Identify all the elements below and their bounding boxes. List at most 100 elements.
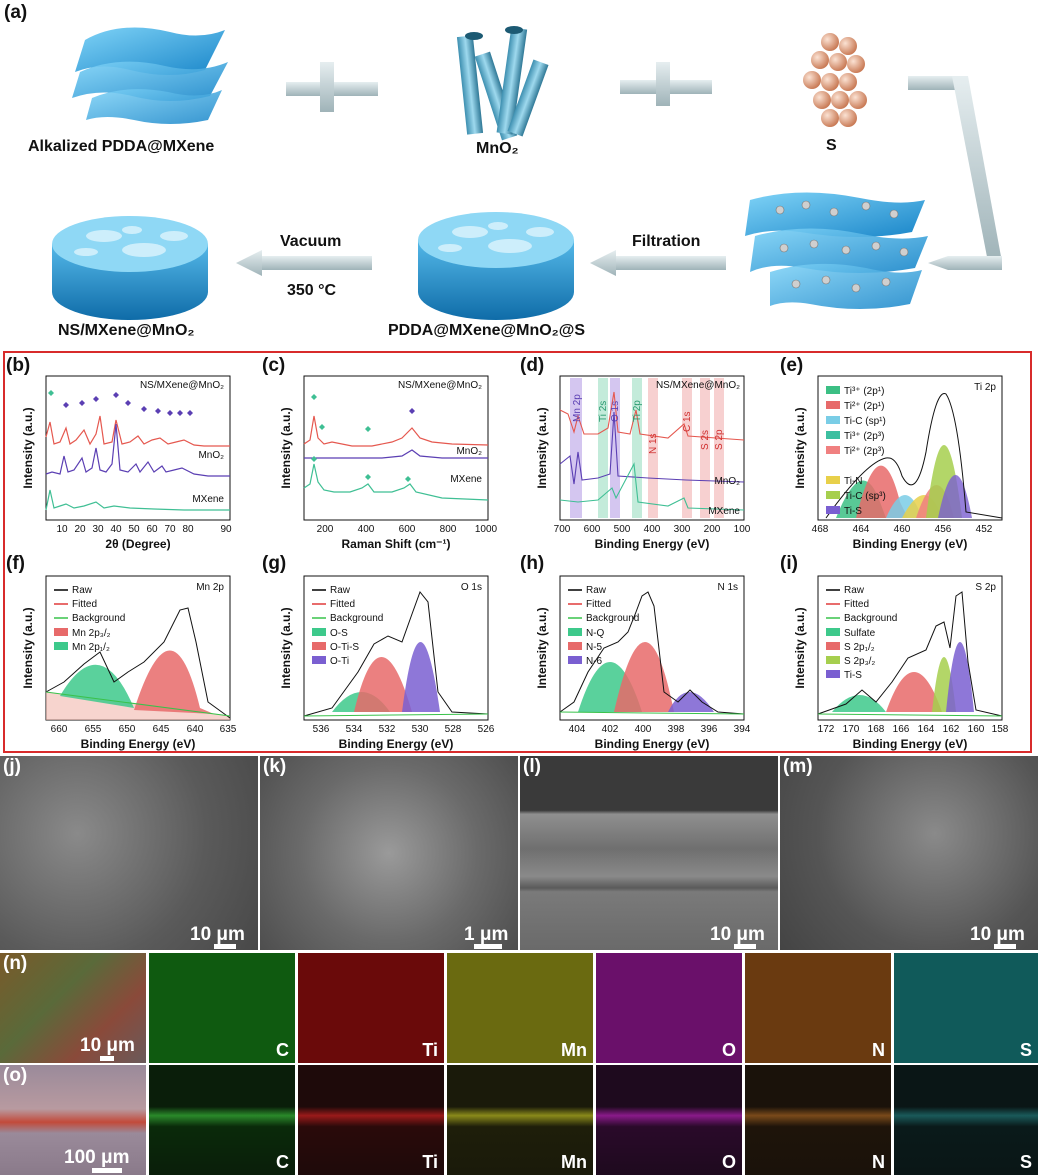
chart-e-xlabel: Binding Energy (eV): [853, 537, 968, 551]
chart-e-xtick: 460: [894, 524, 911, 535]
temperature-label: 350 °C: [287, 282, 337, 299]
eds-o-map-mn: Mn: [447, 1065, 593, 1175]
chart-f-legend-item: Mn 2p₁/₂: [72, 642, 110, 653]
chart-e-legend-item: Ti-S: [844, 506, 862, 517]
chart-f-xlabel: Binding Energy (eV): [81, 737, 196, 751]
chart-h-legend-item: N-Q: [586, 628, 605, 639]
chart-f-legend-item: Mn 2p₃/₂: [72, 628, 111, 639]
chart-h-ylabel: Intensity (a.u.): [535, 607, 549, 688]
chart-d-annot-ti2p: Ti 2p: [632, 400, 643, 422]
panel-label-e: (e): [780, 355, 804, 376]
chart-b-xtick: 10: [56, 524, 68, 535]
chart-i-ylabel: Intensity (a.u.): [793, 607, 807, 688]
chart-d-annot-ti2s: Ti 2s: [598, 401, 609, 422]
sem-j-scale-text: 10 μm: [190, 924, 245, 945]
eds-o-scalebar: [92, 1168, 122, 1173]
chart-d-annot-s2s: S 2s: [700, 430, 711, 450]
eds-o-map-s: S: [894, 1065, 1038, 1175]
chart-i-title: S 2p: [975, 582, 996, 593]
chart-g-xtick: 536: [313, 724, 330, 735]
mno2-tubes-illustration: [456, 26, 549, 141]
chart-i-legend-item: Fitted: [844, 599, 869, 610]
chart-i-legend-item: S 2p₃/₂: [844, 656, 875, 667]
eds-o-map-c: C: [149, 1065, 295, 1175]
sem-image-j: (j) 10 μm: [0, 756, 258, 950]
chart-f-mn2p: Raw Fitted Background Mn 2p₃/₂ Mn 2p₁/₂ …: [21, 575, 237, 751]
chart-d-xtick: 700: [554, 524, 571, 535]
chart-g-legend-item: Raw: [330, 585, 351, 596]
chart-g-xtick: 534: [346, 724, 363, 735]
eds-o-label-mn: Mn: [561, 1152, 587, 1172]
arrow-left-vacuum: [236, 250, 372, 276]
chart-i-frame: [817, 575, 1003, 721]
chart-i-legend-item: Ti-S: [844, 670, 862, 681]
eds-n-label-c: C: [276, 1040, 289, 1060]
chart-f-xtick: 635: [220, 724, 237, 735]
chart-i-xtick: 162: [943, 724, 960, 735]
eds-o-map-n: N: [745, 1065, 891, 1175]
chart-d-annot-o1s: O 1s: [610, 401, 621, 422]
chart-g-legend-item: Fitted: [330, 599, 355, 610]
eds-n-scalebar: [100, 1056, 114, 1061]
chart-h-xticks: 404 402 400 398 396 394: [569, 724, 751, 735]
eds-n-scale-text: 10 μm: [80, 1035, 135, 1056]
chart-b-frame: [45, 375, 231, 521]
eds-o-scale-text: 100 μm: [64, 1147, 130, 1168]
sem-k-scalebar: [474, 944, 502, 949]
plus-sign-1: [286, 62, 378, 112]
chart-i-s2p: Raw Fitted Background Sulfate S 2p₁/₂ S …: [793, 575, 1009, 751]
chart-g-legend-item: O-Ti: [330, 656, 349, 667]
chart-d-xtick: 200: [704, 524, 721, 535]
chart-h-legend-item: Raw: [586, 585, 607, 596]
chart-i-xtick: 166: [893, 724, 910, 735]
chart-h-xtick: 404: [569, 724, 586, 735]
chart-b-xrd: NS/MXene@MnO₂ MnO₂ MXene 10 20 30 40 50 …: [21, 375, 232, 551]
chart-i-legend-item: Sulfate: [844, 628, 876, 639]
chart-e-legend: Ti³⁺ (2p¹) Ti²⁺ (2p¹) Ti-C (sp¹) Ti³⁺ (2…: [826, 386, 886, 517]
chart-f-legend-item: Background: [72, 613, 125, 624]
eds-o-overlay: (o) 100 μm: [0, 1065, 146, 1175]
chart-d-xtick: 500: [614, 524, 631, 535]
chart-b-series-ns: [45, 415, 230, 447]
chart-g-title: O 1s: [461, 582, 482, 593]
chart-f-legend-item: Fitted: [72, 599, 97, 610]
chart-g-legend-item: O-S: [330, 628, 348, 639]
chart-d-label-mxene: MXene: [708, 506, 740, 517]
chart-e-ti2p: Ti³⁺ (2p¹) Ti²⁺ (2p¹) Ti-C (sp¹) Ti³⁺ (2…: [793, 375, 1003, 551]
chart-g-ylabel: Intensity (a.u.): [279, 607, 293, 688]
intermediate-disc-illustration: [418, 212, 574, 320]
chart-e-legend-item: Ti³⁺ (2p³): [844, 431, 884, 442]
eds-n-map-mn: Mn: [447, 953, 593, 1063]
chart-d-annot-mn2p: Mn 2p: [572, 394, 583, 422]
chart-h-legend-item: Fitted: [586, 599, 611, 610]
chart-c-ylabel: Intensity (a.u.): [279, 407, 293, 488]
eds-o-map-o: O: [596, 1065, 742, 1175]
panel-label-m: (m): [783, 756, 813, 777]
chart-c-xtick: 200: [317, 524, 334, 535]
chart-d-series-mxene: [559, 462, 745, 511]
chart-e-xtick: 468: [812, 524, 829, 535]
eds-n-map-n: N: [745, 953, 891, 1063]
chart-h-frame: [559, 575, 745, 721]
chart-f-title: Mn 2p: [196, 582, 224, 593]
panel-label-o: (o): [3, 1065, 28, 1086]
chart-e-xtick: 452: [976, 524, 993, 535]
chart-c-series-mno2: [304, 449, 488, 459]
chart-b-label-mno2: MnO₂: [198, 450, 224, 461]
eds-n-map-c: C: [149, 953, 295, 1063]
chart-e-legend-item: Ti²⁺ (2p¹): [844, 401, 884, 412]
chart-d-annot-n1s: N 1s: [648, 433, 659, 454]
plus-sign-2: [620, 62, 712, 106]
arrow-left-filtration: [590, 250, 726, 276]
chart-g-legend-item: O-Ti-S: [330, 642, 359, 653]
eds-n-label-o: O: [721, 1040, 736, 1060]
chart-d-frame: [559, 375, 745, 521]
intermediate-product-label: PDDA@MXene@MnO₂@S: [388, 322, 586, 339]
chart-d-annot-s2p: S 2p: [714, 429, 725, 450]
chart-f-legend: Raw Fitted Background Mn 2p₃/₂ Mn 2p₁/₂: [54, 585, 125, 653]
chart-b-xtick: 80: [182, 524, 194, 535]
sem-m-scalebar: [994, 944, 1016, 949]
chart-g-xtick: 530: [412, 724, 429, 735]
chart-g-xtick: 526: [478, 724, 495, 735]
chart-d-xtick: 100: [734, 524, 751, 535]
